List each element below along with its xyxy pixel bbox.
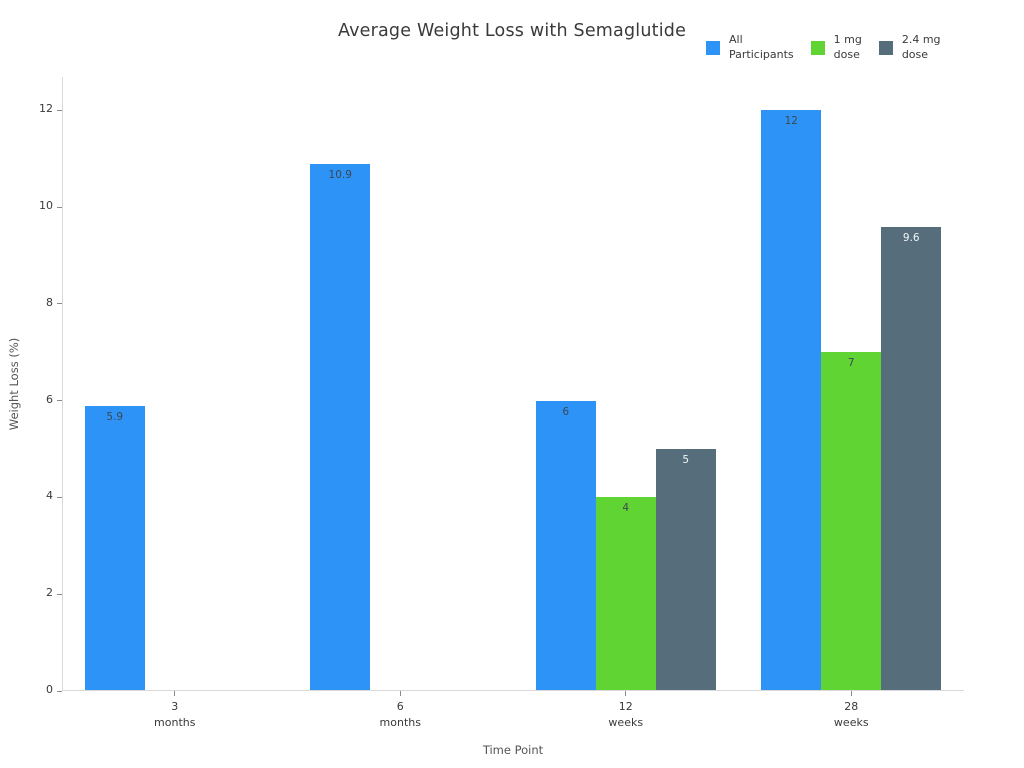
y-tick-label: 6 [46, 392, 53, 406]
bar-label: 10.9 [328, 168, 352, 181]
bar-label: 5.9 [106, 410, 124, 423]
x-tick-label: 3 months [154, 700, 196, 729]
x-tick-label: 6 months [379, 700, 421, 729]
y-tick-mark [57, 690, 62, 692]
y-tick-mark [57, 496, 62, 498]
y-tick-label: 2 [46, 586, 53, 600]
y-axis-line [62, 77, 63, 691]
legend-marker-icon [810, 40, 825, 55]
legend-marker-icon [706, 40, 720, 55]
y-axis-title: Weight Loss (%) [7, 337, 21, 431]
y-tick-mark [57, 593, 62, 595]
x-axis-line [62, 690, 964, 691]
y-tick-label: 10 [39, 199, 53, 213]
plot-area: 0 2 4 6 8 10 12 3 months 5.9 6 months 10.9 12 weeks… [39, 77, 964, 729]
bar: 12 [761, 110, 822, 691]
bar-label: 6 [562, 405, 570, 418]
bar: 4 [595, 497, 656, 691]
x-tick-mark [399, 691, 401, 696]
y-tick-label: 8 [46, 295, 53, 309]
x-tick-label: 28 weeks [833, 700, 869, 729]
bar: 5 [655, 449, 716, 691]
x-tick-label: 12 weeks [608, 700, 644, 729]
legend-item: 1 mg dose [810, 33, 862, 62]
x-axis-title: Time Point [482, 743, 544, 757]
bar-label: 9.6 [902, 231, 920, 244]
legend-label: All Participants [729, 33, 794, 61]
y-tick-label: 0 [46, 683, 53, 696]
bar-label: 7 [847, 357, 855, 370]
bar: 10.9 [310, 163, 371, 691]
bar-label: 4 [622, 502, 630, 515]
legend-marker-icon [878, 40, 893, 55]
bar: 7 [821, 352, 882, 691]
y-tick-mark [57, 303, 62, 305]
y-tick-label: 4 [46, 489, 53, 503]
legend-item: All Participants [706, 33, 794, 62]
y-tick-mark [57, 206, 62, 208]
bar-label: 5 [682, 454, 690, 467]
legend-item: 2.4 mg dose [878, 33, 941, 62]
chart-title: Average Weight Loss with Semaglutide [337, 21, 687, 41]
x-tick-mark [850, 691, 852, 696]
y-tick-label: 12 [39, 102, 53, 116]
x-tick-mark [625, 691, 627, 696]
legend: All Participants 1 mg dose 2.4 mg dose [706, 33, 941, 62]
bar: 5.9 [84, 405, 145, 691]
x-tick-mark [174, 691, 176, 696]
y-tick-mark [57, 400, 62, 402]
bar-label: 12 [784, 115, 798, 128]
legend-label: 2.4 mg dose [901, 33, 941, 61]
bar: 9.6 [881, 226, 942, 691]
bar: 6 [535, 400, 596, 691]
y-tick-mark [57, 109, 62, 111]
legend-label: 1 mg dose [833, 33, 862, 61]
